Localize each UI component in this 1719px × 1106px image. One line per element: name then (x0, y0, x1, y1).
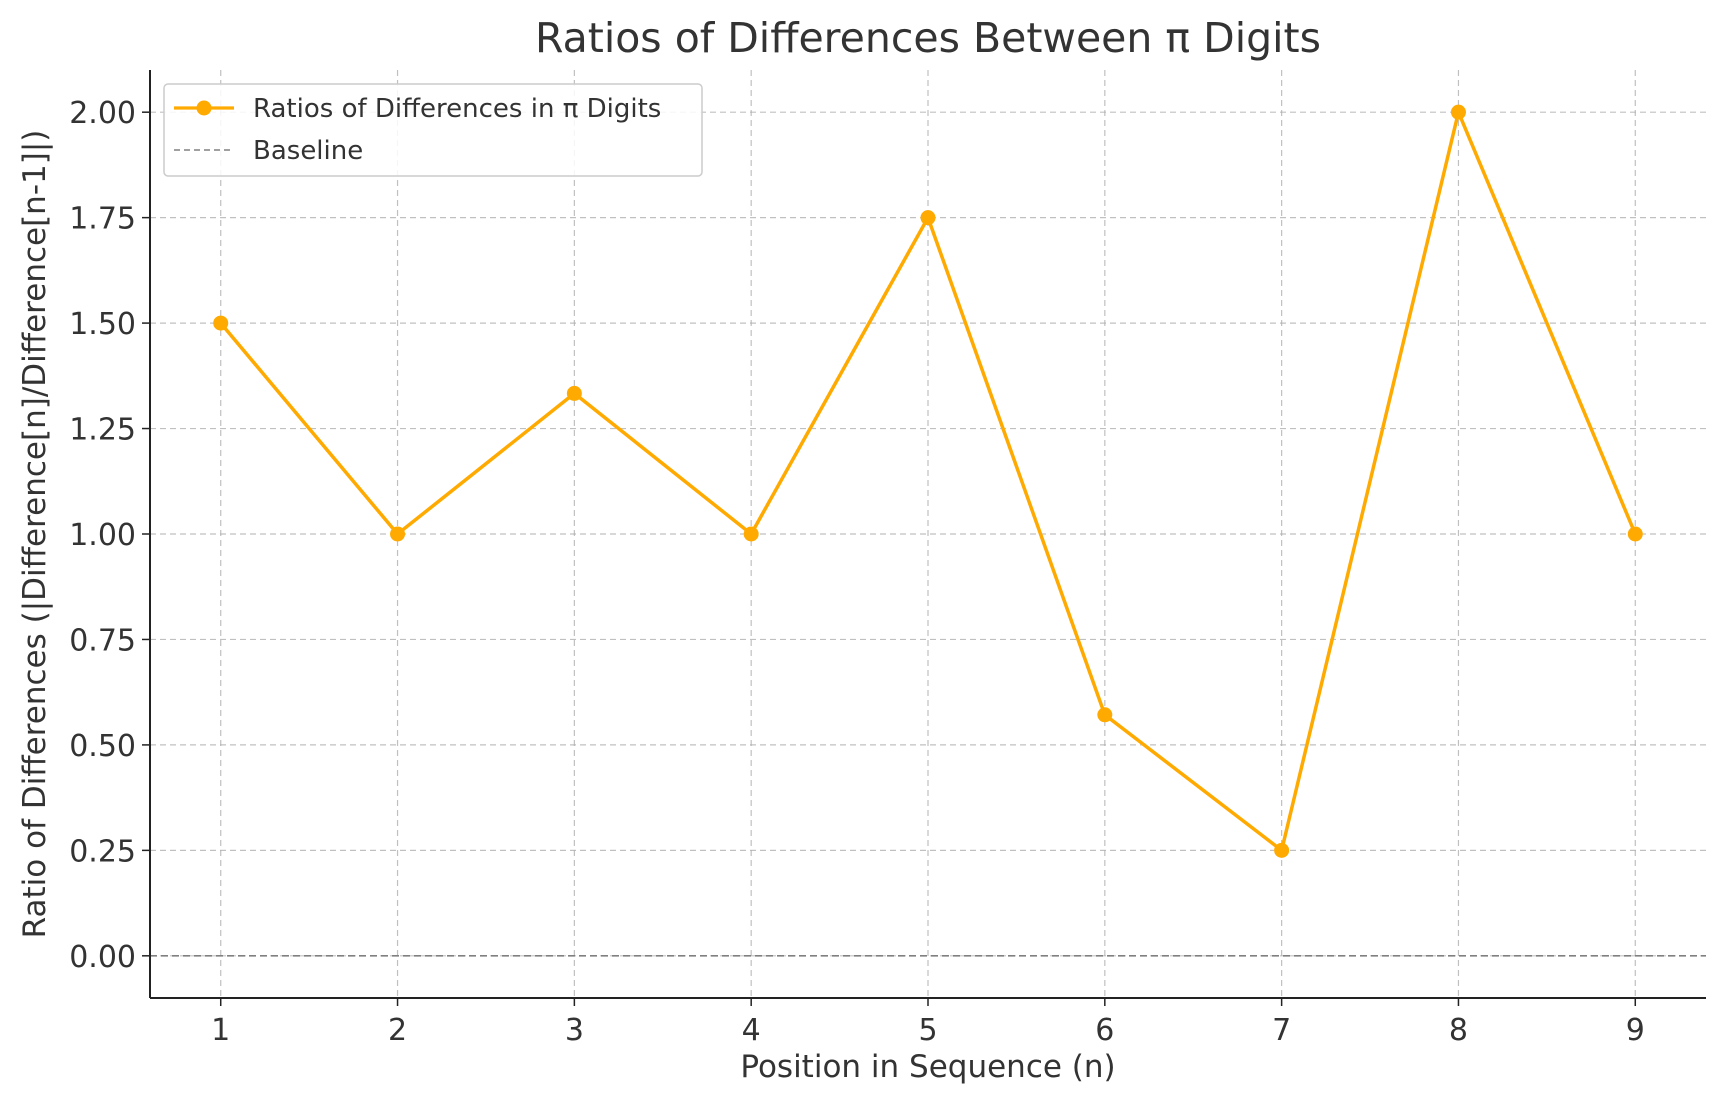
y-tick-label: 0.00 (69, 940, 136, 975)
x-tick-label: 7 (1272, 1013, 1291, 1048)
legend-label-series: Ratios of Differences in π Digits (253, 94, 661, 124)
x-tick-label: 8 (1449, 1013, 1468, 1048)
series-point (1627, 526, 1643, 542)
series-point (390, 526, 406, 542)
x-tick-label: 6 (1095, 1013, 1114, 1048)
series-point (920, 210, 936, 226)
y-tick-label: 2.00 (69, 96, 136, 131)
chart-title: Ratios of Differences Between π Digits (535, 14, 1321, 62)
y-tick-label: 1.25 (69, 413, 136, 448)
x-tick-label: 4 (742, 1013, 761, 1048)
y-tick-label: 1.50 (69, 307, 136, 342)
y-axis-label: Ratio of Differences (|Difference[n]/Dif… (17, 130, 53, 939)
y-tick-label: 1.00 (69, 518, 136, 553)
tick-labels: 1 2 3 4 5 6 7 8 9 0.00 0.25 0.50 0.75 1.00 1.25 1.50 1.7… (69, 96, 1645, 1048)
y-tick-label: 0.50 (69, 729, 136, 764)
legend-marker-series (196, 100, 212, 116)
x-tick-label: 5 (918, 1013, 937, 1048)
series-point (1097, 707, 1113, 723)
series-point (213, 315, 229, 331)
x-tick-label: 3 (565, 1013, 584, 1048)
x-tick-label: 1 (211, 1013, 230, 1048)
y-tick-label: 0.25 (69, 834, 136, 869)
grid-lines (150, 70, 1706, 998)
legend-box (163, 83, 703, 177)
data-series (213, 104, 1643, 858)
legend: Ratios of Differences in π Digits Baseli… (163, 83, 703, 177)
legend-label-baseline: Baseline (253, 136, 363, 166)
series-point (1450, 104, 1466, 120)
y-tick-label: 0.75 (69, 623, 136, 658)
x-tick-label: 9 (1626, 1013, 1645, 1048)
x-axis-label: Position in Sequence (n) (740, 1049, 1115, 1085)
series-point (1274, 842, 1290, 858)
series-point (566, 385, 582, 401)
series-point (743, 526, 759, 542)
x-tick-label: 2 (388, 1013, 407, 1048)
y-tick-label: 1.75 (69, 202, 136, 237)
